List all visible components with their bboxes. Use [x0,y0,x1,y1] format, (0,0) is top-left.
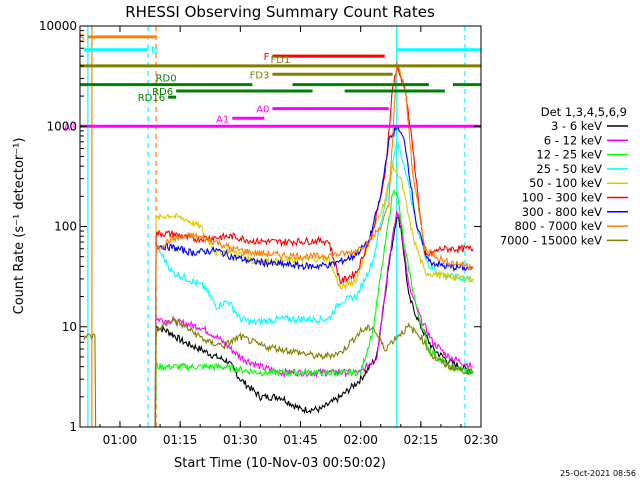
series-line-8 [83,314,474,427]
series-line-4 [154,162,474,427]
series-line-2 [154,189,474,427]
flag-label-9: RD6 [152,87,173,98]
y-axis-label: Count Rate (s⁻¹ detector⁻¹) [12,138,27,315]
series-line-6 [154,125,474,427]
series-line-1 [155,210,474,379]
series-lines [83,61,474,427]
flag-label-4: FD1 [271,55,291,66]
series-line-0 [154,215,474,427]
y-tick-label: 100 [54,220,77,234]
x-tick-label: 02:15 [404,433,439,447]
legend-label-4: 50 - 100 keV [529,176,602,190]
flag-label-11: RD16 [138,93,165,104]
flag-label-14: A3 [64,122,77,133]
timestamp: 25-Oct-2021 08:56 [560,469,636,478]
y-tick-label: 10 [62,320,77,334]
x-tick-label: 02:30 [464,433,499,447]
series-line-5 [154,67,474,427]
legend-label-2: 12 - 25 keV [536,148,602,162]
x-tick-label: 01:00 [103,433,138,447]
flag-label-1: N [151,46,158,57]
legend-label-0: 3 - 6 keV [551,119,602,133]
flag-label-0: S [79,33,85,44]
series-line-7 [154,61,474,427]
legend-label-7: 800 - 7000 keV [514,219,602,233]
flag-label-13: A1 [216,114,229,125]
x-tick-label: 01:30 [223,433,258,447]
x-tick-label: 02:00 [343,433,378,447]
x-tick-label: 01:45 [283,433,318,447]
legend-title: Det 1,3,4,5,6,9 [541,105,627,119]
x-tick-label: 01:15 [163,433,198,447]
flag-label-12: A0 [256,105,269,116]
flag-label-5: FD3 [250,70,270,81]
y-tick-label: 1000 [46,119,77,133]
y-tick-label: 1 [69,420,77,434]
flag-label-3: F [264,52,270,63]
axes: 01:00 01:15 01:30 01:45 02:00 02:15 02:30 1 10 10… [39,19,498,447]
legend-label-1: 6 - 12 keV [544,133,602,147]
x-axis-label: Start Time (10-Nov-03 00:50:02) [174,456,386,471]
flag-label-6: RD0 [156,74,177,85]
legend-label-3: 25 - 50 keV [536,162,602,176]
y-tick-label: 10000 [39,19,77,33]
chart-title: RHESSI Observing Summary Count Rates [125,3,435,21]
legend-label-8: 7000 - 15000 keV [500,233,602,247]
legend-label-5: 100 - 300 keV [522,191,602,205]
legend-label-6: 300 - 800 keV [522,205,602,219]
series-line-3 [154,140,474,427]
